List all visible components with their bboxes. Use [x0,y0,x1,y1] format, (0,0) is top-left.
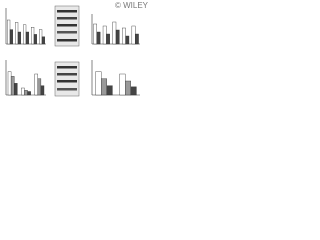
bar [124,80,131,96]
bar [119,73,126,96]
bar [125,35,130,45]
bar [6,19,11,45]
bar [93,23,98,45]
bar [130,86,137,96]
western-blot [54,61,80,97]
bar [33,34,37,45]
bar [122,27,126,45]
bar [134,33,139,45]
bar [112,21,117,45]
bar [37,78,42,96]
bar [40,85,45,96]
bar [100,78,107,96]
bar [23,24,27,45]
bar [27,91,31,96]
bar [17,31,21,45]
bar [14,22,19,45]
bar [34,73,38,96]
bar [115,29,120,45]
figure: © WILEY [5,1,149,97]
bar [10,76,15,96]
bar [24,90,28,96]
bar [131,25,136,45]
bar [25,31,29,45]
bar [14,83,18,96]
bar [102,25,107,45]
bar [95,71,102,96]
bar [31,27,35,45]
bar [21,87,25,96]
bar [106,85,113,96]
western-blot [54,5,80,47]
bar [7,71,12,96]
bar [96,31,101,45]
bar [39,29,43,45]
bar [106,33,110,45]
bar [9,29,13,45]
watermark: © WILEY [115,1,149,10]
bar [41,36,45,45]
